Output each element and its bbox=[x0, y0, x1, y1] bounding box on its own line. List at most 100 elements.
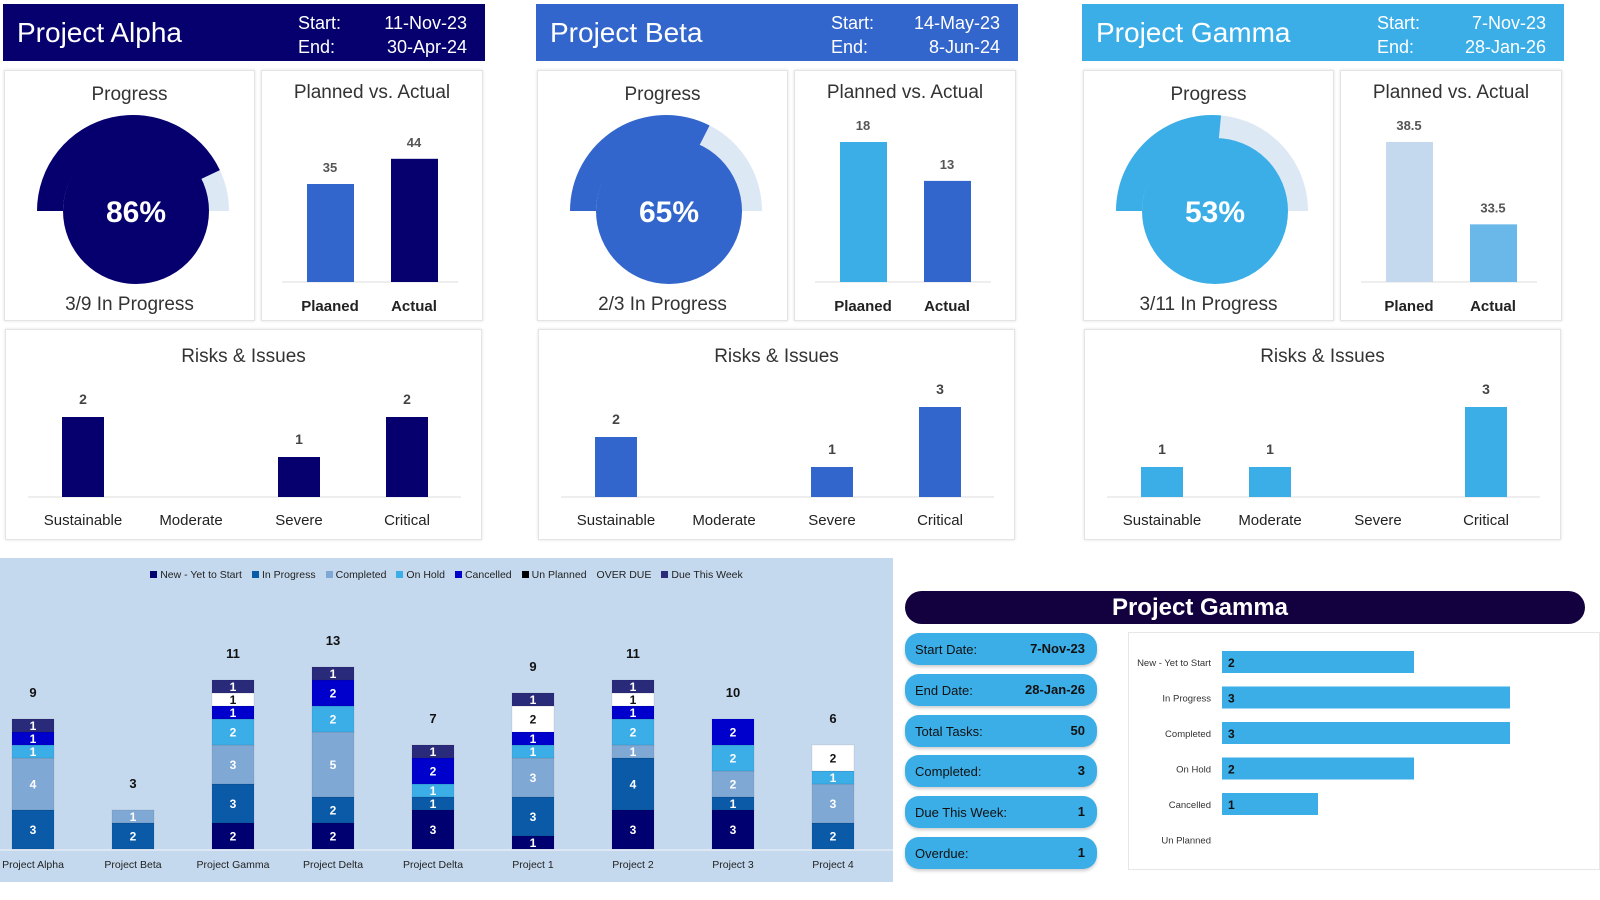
stack-segment bbox=[11, 809, 55, 850]
risk-value-label: 2 bbox=[79, 391, 87, 407]
legend-item: In Progress bbox=[251, 569, 316, 581]
legend-swatch bbox=[661, 571, 669, 578]
segment-label: 1 bbox=[230, 693, 237, 707]
segment-label: 2 bbox=[330, 713, 337, 727]
legend-item: OVER DUE bbox=[596, 569, 652, 581]
segment-label: 1 bbox=[130, 810, 137, 824]
risk-bar bbox=[1141, 467, 1183, 497]
category-label: Project Delta bbox=[303, 859, 363, 871]
segment-label: 2 bbox=[730, 778, 737, 792]
legend-item: Un Planned bbox=[521, 569, 587, 581]
progress-gauge: 86% bbox=[37, 115, 229, 284]
risk-category-label: Critical bbox=[917, 512, 963, 529]
start-date: 11-Nov-23 bbox=[384, 13, 467, 33]
segment-label: 1 bbox=[230, 680, 237, 694]
stack-segment bbox=[111, 809, 155, 824]
category-label: Project Gamma bbox=[197, 859, 270, 871]
risk-category-label: Sustainable bbox=[44, 512, 122, 529]
segment-label: 2 bbox=[130, 830, 137, 844]
start-label: Start: bbox=[831, 13, 875, 33]
status-value-label: 1 bbox=[1228, 798, 1235, 812]
project-title: Project Beta bbox=[550, 17, 703, 48]
stat-pill: End Date: 28-Jan-26 bbox=[905, 673, 1097, 706]
risk-value-label: 3 bbox=[936, 381, 944, 397]
risk-category-label: Severe bbox=[808, 512, 856, 529]
segment-label: 2 bbox=[630, 726, 637, 740]
stat-pill: Overdue: 1 bbox=[905, 837, 1097, 869]
chart-canvas: 2 Sustainable Moderate 1 Severe 3 Critical bbox=[561, 381, 994, 529]
segment-label: 4 bbox=[630, 778, 637, 792]
risk-bar bbox=[811, 467, 853, 497]
legend-item: Due This Week bbox=[661, 569, 743, 581]
risk-category-label: Moderate bbox=[692, 512, 755, 529]
segment-label: 1 bbox=[30, 732, 37, 746]
risk-category-label: Severe bbox=[1354, 512, 1402, 529]
status-category-label: On Hold bbox=[1176, 765, 1211, 776]
progress-status: 3/9 In Progress bbox=[65, 294, 194, 315]
segment-label: 1 bbox=[30, 745, 37, 759]
stat-value: 50 bbox=[1070, 722, 1085, 738]
stack-segment bbox=[211, 822, 255, 850]
segment-label: 3 bbox=[830, 797, 837, 811]
segment-label: 2 bbox=[530, 713, 537, 727]
stack-segment bbox=[211, 718, 255, 746]
segment-label: 2 bbox=[730, 752, 737, 766]
pva-value-label: 18 bbox=[856, 118, 870, 133]
status-value-label: 3 bbox=[1228, 727, 1235, 741]
risks-card: 1 Sustainable 1 Moderate Severe 3 Critical Risk… bbox=[1084, 329, 1561, 540]
total-label: 6 bbox=[829, 711, 836, 726]
segment-label: 1 bbox=[430, 784, 437, 798]
pva-bar bbox=[840, 142, 887, 282]
legend-swatch bbox=[251, 571, 259, 578]
risks-title: Risks & Issues bbox=[181, 346, 306, 367]
chart-legend: New - Yet to Start In Progress Completed On… bbox=[0, 569, 893, 581]
status-category-label: Un Planned bbox=[1161, 836, 1211, 847]
pva-bar bbox=[391, 158, 438, 282]
segment-label: 3 bbox=[630, 823, 637, 837]
chart-canvas: 35 Plaaned 44 Actual bbox=[282, 135, 458, 315]
risk-category-label: Moderate bbox=[159, 512, 222, 529]
progress-card: 86% Progress 3/9 In Progress bbox=[4, 70, 255, 321]
stat-label: Overdue: bbox=[915, 846, 969, 861]
stat-value: 1 bbox=[1077, 845, 1085, 860]
stat-value: 3 bbox=[1077, 763, 1085, 779]
risk-category-label: Critical bbox=[384, 512, 430, 529]
stack-segment bbox=[211, 679, 255, 694]
gauge-center bbox=[596, 138, 742, 284]
stack-segment bbox=[211, 783, 255, 824]
end-date: 28-Jan-26 bbox=[1464, 37, 1546, 57]
stat-value: 28-Jan-26 bbox=[1025, 681, 1085, 697]
status-category-label: Completed bbox=[1165, 729, 1211, 740]
segment-label: 1 bbox=[530, 836, 537, 850]
stack-segment bbox=[611, 679, 655, 694]
risk-bar bbox=[1465, 407, 1507, 497]
segment-label: 1 bbox=[630, 680, 637, 694]
start-label: Start: bbox=[298, 13, 342, 33]
total-label: 7 bbox=[429, 711, 436, 726]
progress-percent: 65% bbox=[639, 196, 699, 229]
pva-bar bbox=[1386, 142, 1433, 282]
stack-segment bbox=[811, 744, 855, 772]
stat-pill: Start Date: 7-Nov-23 bbox=[905, 633, 1097, 665]
segment-label: 1 bbox=[630, 745, 637, 759]
category-label: Project Beta bbox=[104, 859, 161, 871]
segment-label: 2 bbox=[830, 830, 837, 844]
risk-bar bbox=[595, 437, 637, 497]
pva-bar bbox=[924, 180, 971, 282]
progress-title: Progress bbox=[624, 84, 701, 105]
status-bar bbox=[1222, 686, 1510, 709]
legend-item: Completed bbox=[325, 569, 386, 581]
segment-label: 3 bbox=[730, 823, 737, 837]
stack-segment bbox=[711, 718, 755, 746]
stack-segment bbox=[711, 809, 755, 850]
segment-label: 1 bbox=[430, 745, 437, 759]
end-date: 30-Apr-24 bbox=[386, 37, 467, 57]
gauge-center bbox=[1142, 138, 1288, 284]
stack-segment bbox=[511, 757, 555, 798]
segment-label: 2 bbox=[330, 687, 337, 701]
pva-category-label: Actual bbox=[1470, 298, 1516, 315]
category-label: Project Delta bbox=[403, 859, 463, 871]
segment-label: 1 bbox=[530, 693, 537, 707]
stack-segment bbox=[211, 744, 255, 785]
detail-title: Project Gamma bbox=[905, 591, 1585, 624]
